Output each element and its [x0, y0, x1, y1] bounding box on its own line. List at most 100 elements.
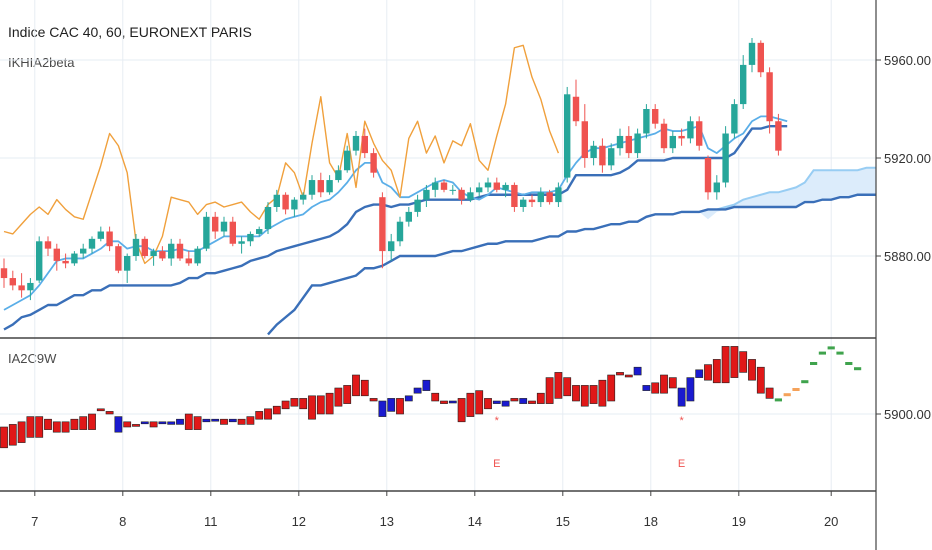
indicator-bar: [651, 382, 660, 394]
indicator-bar: [360, 379, 369, 397]
candle: [238, 236, 245, 254]
candle: [141, 236, 148, 259]
candle-body: [379, 197, 386, 252]
candle-body: [132, 238, 140, 256]
indicator-bar: [748, 359, 756, 381]
candle: [511, 182, 518, 212]
indicator-bar: [616, 372, 624, 376]
candle: [449, 184, 456, 195]
candle: [713, 175, 720, 200]
candle: [740, 55, 747, 109]
candle-body: [740, 64, 747, 105]
candle-body: [652, 109, 659, 124]
candle: [282, 192, 289, 215]
candle-body: [106, 231, 113, 247]
candle-body: [520, 199, 527, 207]
candle: [704, 155, 712, 200]
indicator-bar: [52, 421, 61, 433]
candle: [44, 236, 52, 256]
candle-body: [344, 150, 351, 171]
indicator-bar: [836, 351, 844, 355]
kijun-line: [3, 124, 788, 331]
time-tick-label: 13: [380, 514, 394, 529]
candle-body: [458, 189, 465, 200]
indicator-bar: [396, 398, 404, 415]
candle: [212, 211, 219, 239]
candle-body: [370, 153, 377, 173]
candle-body: [757, 42, 764, 73]
candle: [405, 207, 412, 227]
candle-body: [722, 133, 729, 183]
candle-body: [669, 135, 676, 149]
indicator-bar: [589, 385, 598, 404]
candle-body: [247, 233, 254, 242]
candle: [9, 270, 16, 291]
candle: [502, 182, 509, 198]
candle-body: [696, 121, 703, 146]
indicator-bar: [202, 418, 211, 423]
indicator-bar: [44, 418, 52, 430]
indicator-bar: [660, 374, 668, 394]
candle-body: [88, 238, 96, 249]
candle-body: [555, 187, 562, 203]
price-tick-label: 5880.00: [884, 249, 931, 264]
indicator-bar: [246, 416, 255, 425]
indicator-bar: [290, 398, 299, 407]
candle-body: [159, 251, 166, 259]
candle-body: [273, 194, 280, 207]
candle-body: [361, 135, 368, 154]
indicator-bar: [193, 416, 202, 430]
candle: [599, 138, 606, 173]
cloud-area: [268, 167, 876, 335]
candle-body: [396, 221, 404, 242]
candle-body: [476, 187, 483, 193]
candle-body: [150, 251, 157, 256]
candle-body: [775, 121, 782, 151]
indicator-bar: [140, 421, 149, 425]
indicator-bar: [96, 408, 105, 412]
candle: [608, 143, 615, 171]
candle: [590, 140, 597, 166]
candle: [300, 192, 307, 205]
chikou-line: [3, 44, 560, 265]
candle: [344, 145, 351, 173]
candle: [273, 189, 280, 212]
candle-body: [291, 199, 298, 210]
candle-body: [528, 199, 536, 203]
price-tick-label: 5920.00: [884, 151, 931, 166]
indicator-bar: [607, 374, 616, 402]
candle: [203, 211, 210, 252]
candle-body: [388, 241, 395, 252]
signal-star: *: [495, 415, 500, 427]
candle: [652, 104, 659, 129]
candle: [775, 113, 782, 156]
indicator-bar: [299, 398, 308, 410]
indicator-bar: [308, 395, 316, 420]
indicator-bar: [70, 418, 79, 430]
indicator-bar: [237, 418, 246, 425]
time-tick-label: 15: [556, 514, 570, 529]
candle-body: [678, 135, 685, 139]
candle: [379, 192, 386, 269]
candle-body: [97, 231, 104, 239]
senkou-span-b: [267, 193, 876, 336]
candle-body: [625, 135, 632, 154]
candle-body: [493, 182, 500, 190]
candle: [18, 273, 25, 298]
indicator-bar: [378, 400, 387, 417]
indicator-bar: [792, 388, 800, 391]
candle: [308, 175, 316, 200]
candle-body: [36, 241, 43, 281]
candle-body: [44, 241, 52, 249]
signal-marker: E: [493, 458, 500, 470]
candle: [361, 128, 368, 158]
candle: [440, 180, 448, 193]
indicator-bar: [369, 398, 378, 402]
indicator-bar: [0, 426, 8, 449]
indicator-bar: [352, 374, 360, 397]
candle-body: [0, 268, 8, 279]
candle-body: [335, 170, 342, 181]
indicator-bar: [440, 400, 448, 404]
indicator-bar: [413, 387, 422, 394]
